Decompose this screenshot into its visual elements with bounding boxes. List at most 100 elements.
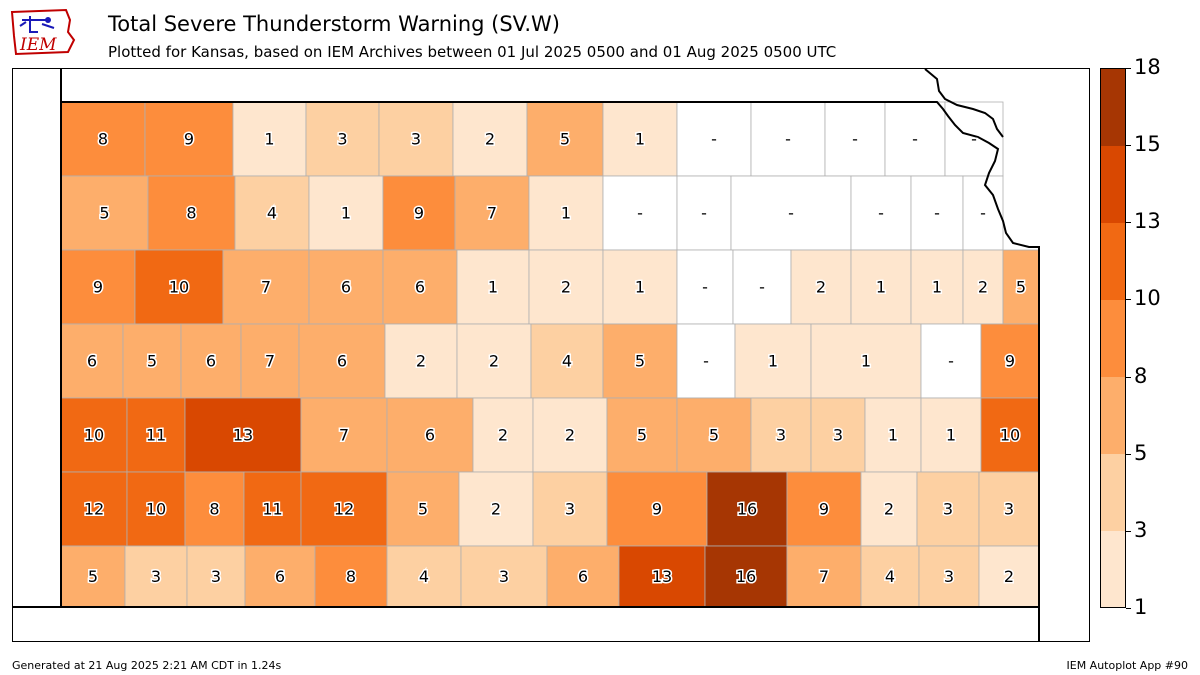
county-polygon [546, 545, 620, 608]
county-value-label: 3 [1004, 500, 1014, 519]
county-value-label: 6 [578, 567, 588, 586]
county-value-label: 7 [339, 426, 349, 445]
county-polygon [60, 397, 128, 473]
county-value-label: - [759, 278, 765, 297]
county-polygon [850, 249, 912, 325]
colorbar-segment [1100, 453, 1126, 532]
county-value-label: 3 [411, 130, 421, 149]
county-polygon [144, 101, 234, 177]
app-id: IEM Autoplot App #90 [1066, 659, 1189, 672]
county-polygon [786, 545, 862, 608]
county-value-label: 2 [491, 500, 501, 519]
county-value-label: 5 [1016, 278, 1026, 297]
colorbar-tick [1126, 68, 1131, 69]
county-value-label: 7 [265, 352, 275, 371]
colorbar-segment [1100, 68, 1126, 146]
county-polygon [382, 249, 458, 325]
county-polygon [918, 545, 980, 608]
county-polygon [308, 175, 384, 251]
county-value-label: 1 [341, 204, 351, 223]
county-value-label: - [934, 204, 940, 223]
county-value-label: 2 [1004, 567, 1014, 586]
county-value-label: 7 [261, 278, 271, 297]
county-map: 8 9 1 3 3 2 5 1- - - - -5 8 4 1 9 7 1- - - - - -9 10 7 6 6 1 2 1- -2 1 1… [13, 69, 1040, 641]
colorbar-segment [1100, 299, 1126, 378]
county-value-label: 12 [334, 500, 354, 519]
county-value-label: - [637, 204, 643, 223]
county-value-label: 8 [98, 130, 108, 149]
county-value-label: 16 [737, 500, 757, 519]
missouri-river [924, 69, 1004, 138]
county-value-label: 1 [768, 352, 778, 371]
county-value-label: 4 [885, 567, 895, 586]
county-value-label: 3 [943, 500, 953, 519]
county-value-label: 5 [88, 567, 98, 586]
county-value-label: 3 [499, 567, 509, 586]
colorbar-label: 3 [1134, 517, 1148, 542]
iem-logo: IEM [8, 6, 78, 60]
county-polygon [910, 175, 964, 251]
county-polygon [706, 471, 788, 547]
county-polygon [234, 175, 310, 251]
county-polygon [916, 471, 980, 547]
county-value-label: 4 [419, 567, 429, 586]
county-value-label: - [785, 130, 791, 149]
county-polygon [730, 175, 852, 251]
colorbar-border [1100, 68, 1126, 608]
county-value-label: 3 [776, 426, 786, 445]
county-value-label: 6 [275, 567, 285, 586]
colorbar-label: 1 [1134, 595, 1148, 619]
county-value-label: 5 [99, 204, 109, 223]
county-polygon [300, 397, 388, 473]
colorbar [1100, 68, 1126, 609]
county-polygon [910, 249, 964, 325]
colorbar-tick [1126, 453, 1131, 455]
county-value-label: 6 [206, 352, 216, 371]
county-value-label: 9 [414, 204, 424, 223]
county-value-label: - [711, 130, 717, 149]
county-value-label: 1 [561, 204, 571, 223]
county-polygon [452, 101, 528, 177]
county-polygon [532, 471, 608, 547]
county-value-label: 2 [561, 278, 571, 297]
generated-timestamp: Generated at 21 Aug 2025 2:21 AM CDT in … [12, 659, 282, 672]
county-value-label: 3 [944, 567, 954, 586]
county-polygon [530, 323, 604, 399]
colorbar-label: 18 [1134, 55, 1161, 79]
county-value-label: 5 [635, 352, 645, 371]
county-polygon [884, 101, 946, 177]
county-value-label: 2 [498, 426, 508, 445]
county-polygon [528, 175, 604, 251]
county-layer [60, 101, 1040, 608]
county-value-label: 6 [341, 278, 351, 297]
county-polygon [305, 101, 380, 177]
county-value-label: 11 [262, 500, 282, 519]
county-polygon [676, 323, 736, 399]
county-value-label: - [852, 130, 858, 149]
county-value-label: 3 [151, 567, 161, 586]
colorbar-segment [1100, 376, 1126, 455]
county-polygon [978, 545, 1040, 608]
colorbar-label: 13 [1134, 209, 1161, 234]
label-layer: 8 9 1 3 3 2 5 1- - - - -5 8 4 1 9 7 1- - - - - -9 10 7 6 6 1 2 1- -2 1 1… [82, 128, 1027, 588]
county-polygon [676, 397, 752, 473]
county-value-label: 12 [84, 500, 104, 519]
county-polygon [60, 471, 128, 547]
county-value-label: 1 [635, 130, 645, 149]
county-value-label: 7 [487, 204, 497, 223]
county-value-label: - [980, 204, 986, 223]
county-value-label: 6 [425, 426, 435, 445]
colorbar-segment [1100, 145, 1126, 223]
map-panel: 8 9 1 3 3 2 5 1- - - - -5 8 4 1 9 7 1- - - - - -9 10 7 6 6 1 2 1- -2 1 1… [12, 68, 1090, 642]
colorbar-tick [1126, 530, 1131, 532]
county-polygon [602, 323, 678, 399]
county-polygon [60, 323, 124, 399]
county-value-label: 9 [1005, 352, 1015, 371]
county-polygon [386, 545, 462, 608]
county-value-label: 2 [416, 352, 426, 371]
county-polygon [860, 471, 918, 547]
county-polygon [920, 397, 982, 473]
county-polygon [920, 323, 982, 399]
county-value-label: 6 [415, 278, 425, 297]
county-value-label: 13 [652, 567, 672, 586]
